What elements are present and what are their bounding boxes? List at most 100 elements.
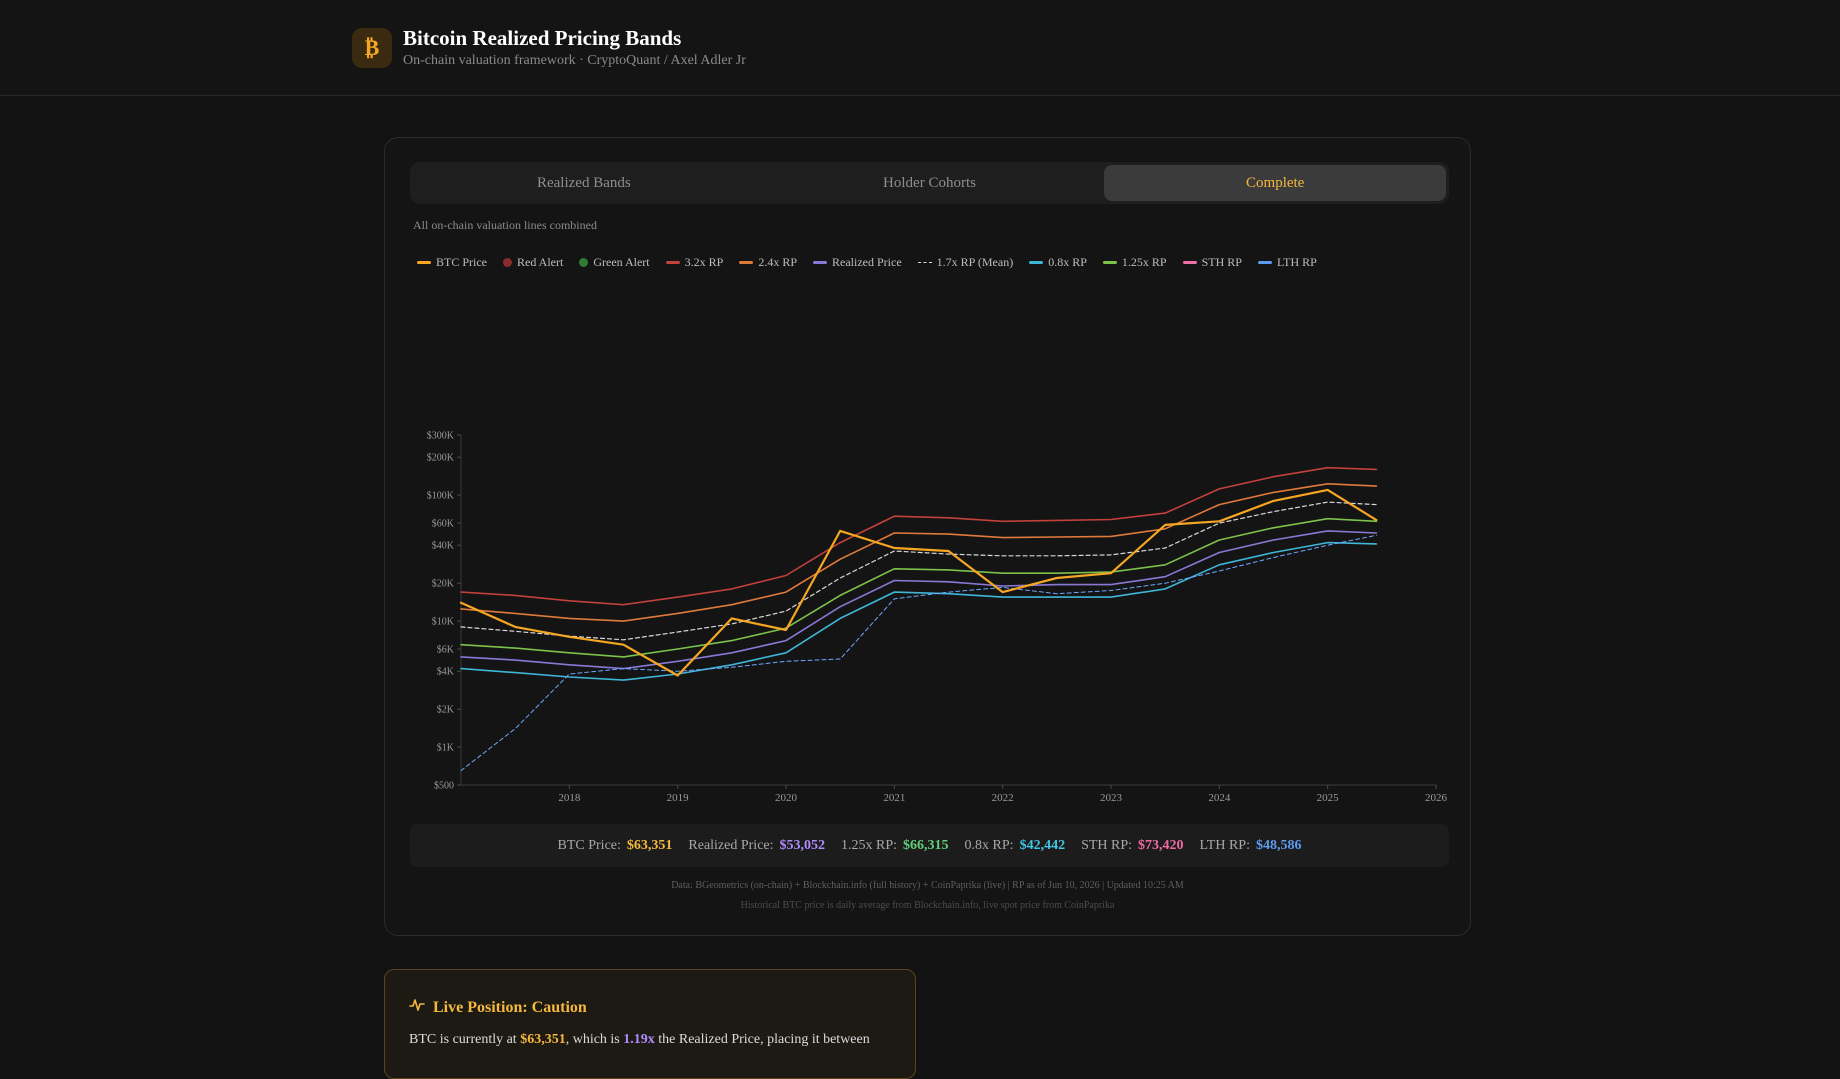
x-tick-label: 2024	[1208, 792, 1231, 804]
live-price: $63,351	[520, 1032, 566, 1047]
legend-item[interactable]: STH RP	[1182, 255, 1242, 270]
bitcoin-icon: ₿	[352, 28, 392, 68]
live-text-prefix: BTC is currently at	[409, 1032, 521, 1047]
stat-label: LTH RP:	[1199, 837, 1250, 853]
legend-label: Green Alert	[593, 255, 650, 269]
x-tick-label: 2021	[883, 792, 905, 804]
stat-value: $73,420	[1138, 837, 1184, 853]
legend-item[interactable]: LTH RP	[1257, 255, 1317, 270]
legend-item[interactable]: 3.2x RP	[665, 255, 724, 270]
y-tick-label: $200K	[427, 453, 455, 464]
legend-label: 2.4x RP	[758, 255, 798, 269]
legend-item[interactable]: 0.8x RP	[1029, 255, 1087, 270]
legend-swatch	[579, 258, 589, 267]
legend-swatch	[813, 261, 828, 264]
stat-item: 1.25x RP: $66,315	[841, 838, 949, 854]
x-tick-label: 2020	[775, 792, 798, 804]
x-tick-label: 2025	[1317, 792, 1340, 804]
stat-value: $42,442	[1019, 837, 1066, 853]
y-tick-label: $20K	[432, 579, 455, 590]
tab-complete[interactable]: Complete	[1104, 165, 1447, 201]
stat-label: BTC Price:	[557, 837, 621, 853]
y-tick-label: $500	[434, 781, 454, 792]
legend-label: BTC Price	[436, 255, 487, 269]
legend-item[interactable]: Realized Price	[813, 255, 902, 270]
stat-value: $48,586	[1255, 837, 1302, 853]
stat-item: LTH RP: $48,586	[1200, 838, 1302, 854]
legend-label: Red Alert	[517, 255, 564, 269]
legend-label: LTH RP	[1276, 255, 1317, 269]
y-tick-label: $60K	[432, 519, 455, 530]
live-position-title: Live Position: Caution	[409, 997, 587, 1018]
y-tick-label: $40K	[432, 541, 455, 552]
stat-value: $53,052	[779, 837, 826, 853]
tab-realized-bands[interactable]: Realized Bands	[536, 174, 631, 191]
series-line	[460, 466, 1378, 606]
stat-item: 0.8x RP: $42,442	[965, 838, 1066, 854]
stat-label: 0.8x RP:	[964, 837, 1014, 853]
stat-label: Realized Price:	[688, 837, 774, 853]
chart-legend: BTC Price Red Alert Green Alert 3.2x RP 2.4x…	[417, 255, 1317, 270]
series-line	[460, 517, 1378, 658]
data-source-note: Data: BGeometrics (on-chain) + Blockchai…	[671, 880, 1184, 891]
price-chart: $300K $200K $100K $60K $40K $20K $10K $6K $4K $2K…	[427, 431, 1448, 805]
legend-item[interactable]: 1.25x RP	[1102, 255, 1167, 270]
legend-label: 1.25x RP	[1121, 255, 1167, 269]
stat-label: 1.25x RP:	[841, 837, 898, 853]
chart-card: Realized Bands Holder Cohorts Complete A…	[384, 137, 1471, 936]
stat-value: $63,351	[626, 837, 673, 853]
legend-label: 1.7x RP (Mean)	[936, 255, 1014, 269]
legend-item[interactable]: 2.4x RP	[739, 255, 797, 270]
stat-item: Realized Price: $53,052	[688, 838, 825, 854]
legend-swatch	[1029, 261, 1044, 264]
stat-label: STH RP:	[1081, 837, 1133, 853]
view-tabs: Realized Bands Holder Cohorts Complete	[410, 162, 1449, 204]
live-title-text: Live Position: Caution	[433, 998, 587, 1016]
legend-item[interactable]: 1.7x RP (Mean)	[917, 255, 1014, 270]
legend-label: 0.8x RP	[1048, 255, 1087, 269]
legend-item[interactable]: Green Alert	[579, 255, 650, 270]
legend-label: 3.2x RP	[684, 255, 724, 269]
legend-swatch	[1182, 261, 1197, 264]
x-tick-label: 2019	[667, 792, 690, 804]
series-line	[460, 534, 1377, 772]
legend-item[interactable]: Red Alert	[503, 255, 563, 270]
live-position-text: BTC is currently at $63,351, which is 1.…	[409, 1032, 870, 1048]
y-tick-label: $6K	[437, 645, 455, 656]
page-title: Bitcoin Realized Pricing Bands	[403, 26, 682, 50]
app-header: ₿ Bitcoin Realized Pricing Bands On-chai…	[0, 0, 1840, 96]
x-tick-label: 2018	[558, 792, 581, 804]
stat-item: BTC Price: $63,351	[558, 838, 673, 854]
legend-label: Realized Price	[832, 255, 902, 269]
y-tick-label: $10K	[432, 617, 455, 628]
y-tick-label: $1K	[437, 743, 455, 754]
y-tick-label: $300K	[427, 431, 455, 442]
y-tick-label: $2K	[437, 705, 455, 716]
legend-swatch	[1257, 261, 1272, 264]
legend-swatch	[417, 261, 431, 264]
x-tick-label: 2026	[1425, 792, 1448, 804]
legend-item[interactable]: BTC Price	[417, 255, 487, 270]
tab-holder-cohorts[interactable]: Holder Cohorts	[883, 174, 976, 191]
series-line	[460, 541, 1378, 681]
y-tick-label: $100K	[427, 491, 455, 502]
series-line	[460, 530, 1378, 670]
legend-label: STH RP	[1201, 255, 1242, 269]
page-subtitle: On-chain valuation framework · CryptoQua…	[403, 53, 746, 68]
price-source-note: Historical BTC price is daily average fr…	[740, 900, 1115, 911]
stat-value: $66,315	[903, 837, 949, 853]
series-line	[459, 488, 1378, 677]
legend-swatch	[917, 262, 932, 263]
legend-swatch	[739, 261, 754, 264]
x-tick-label: 2022	[992, 792, 1014, 804]
stats-bar: BTC Price: $63,351 Realized Price: $53,052 1…	[410, 824, 1449, 867]
legend-swatch	[665, 261, 680, 264]
live-text-mid: , which is	[565, 1032, 624, 1047]
legend-swatch	[503, 258, 512, 267]
y-tick-label: $4K	[437, 667, 455, 678]
series-line	[460, 501, 1378, 641]
live-text-suffix: the Realized Price, placing it between	[654, 1032, 870, 1047]
live-multiple: 1.19x	[623, 1032, 655, 1047]
chart-description: All on-chain valuation lines combined	[413, 218, 597, 232]
stat-item: STH RP: $73,420	[1081, 838, 1183, 854]
